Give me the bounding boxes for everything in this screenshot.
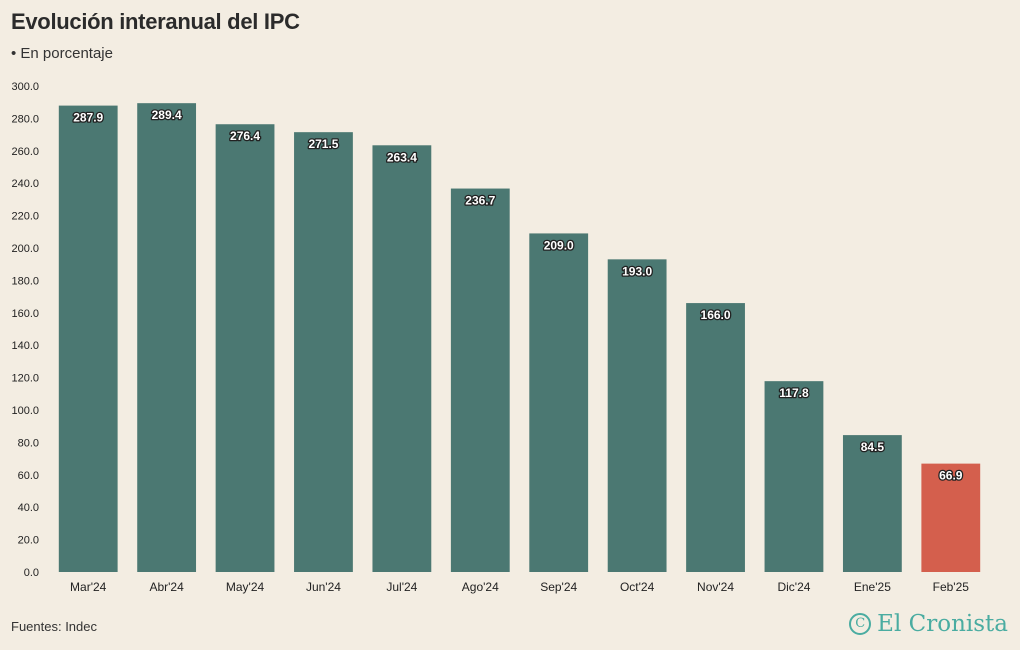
bar <box>764 381 824 572</box>
y-tick-label: 20.0 <box>18 535 39 547</box>
x-tick-label: Ene'25 <box>854 580 891 594</box>
y-tick-label: 280.0 <box>11 113 39 125</box>
x-tick-label: May'24 <box>226 580 265 594</box>
data-label: 276.4 <box>230 129 260 143</box>
y-tick-label: 100.0 <box>11 405 39 417</box>
y-tick-label: 40.0 <box>18 502 39 514</box>
value-labels: 287.9 289.4 276.4 271.5 263.4 236.7 209.0 193.0… <box>72 107 964 484</box>
data-label: 117.8 <box>779 386 809 400</box>
x-axis: Mar'24 Abr'24 May'24 Jun'24 Jul'24 Ago'24 Sep'… <box>70 580 969 594</box>
y-tick-label: 80.0 <box>18 437 39 449</box>
y-axis: 0.0 20.0 40.0 60.0 80.0 100.0 120.0 140.0 160.0 1… <box>11 81 39 579</box>
y-tick-label: 160.0 <box>11 308 39 320</box>
x-tick-label: Oct'24 <box>620 580 655 594</box>
bar <box>58 105 118 573</box>
logo-text: El Cronista <box>877 611 1008 637</box>
x-tick-label: Nov'24 <box>697 580 734 594</box>
bar <box>450 188 510 572</box>
y-tick-label: 300.0 <box>11 81 39 93</box>
data-label: 209.0 <box>544 238 574 252</box>
x-tick-label: Mar'24 <box>70 580 107 594</box>
x-tick-label: Ago'24 <box>462 580 499 594</box>
x-tick-label: Jul'24 <box>386 580 417 594</box>
data-label: 193.0 <box>622 264 652 278</box>
chart-subtitle: • En porcentaje <box>11 45 113 62</box>
x-tick-label: Sep'24 <box>540 580 577 594</box>
bar <box>137 103 197 572</box>
x-tick-label: Feb'25 <box>933 580 970 594</box>
y-tick-label: 60.0 <box>18 470 39 482</box>
copyright-c-icon: C <box>849 613 872 635</box>
data-label: 166.0 <box>701 308 731 322</box>
bar <box>607 259 667 572</box>
chart-title: Evolución interanual del IPC <box>11 9 300 34</box>
data-label: 84.5 <box>861 440 885 454</box>
y-tick-label: 0.0 <box>24 567 39 579</box>
bar <box>294 132 353 573</box>
bar <box>529 233 589 573</box>
data-label: 263.4 <box>387 150 417 164</box>
y-tick-label: 240.0 <box>11 178 39 190</box>
bar-chart: 0.0 20.0 40.0 60.0 80.0 100.0 120.0 140.0 160.0 1… <box>11 81 981 594</box>
x-tick-label: Abr'24 <box>149 580 184 594</box>
y-tick-label: 260.0 <box>11 146 39 158</box>
bar <box>686 303 745 572</box>
y-tick-label: 120.0 <box>11 373 39 385</box>
data-label: 271.5 <box>308 137 338 151</box>
bar <box>215 124 275 573</box>
y-tick-label: 140.0 <box>11 340 39 352</box>
y-tick-label: 200.0 <box>11 243 39 255</box>
bar <box>921 463 981 572</box>
data-label: 66.9 <box>939 469 963 483</box>
y-tick-label: 180.0 <box>11 275 39 287</box>
el-cronista-logo: C El Cronista <box>849 611 1008 637</box>
data-label: 289.4 <box>152 108 182 122</box>
data-label: 287.9 <box>73 111 103 125</box>
source-note: Fuentes: Indec <box>11 619 97 634</box>
bar <box>842 435 902 572</box>
x-tick-label: Dic'24 <box>777 580 810 594</box>
x-tick-label: Jun'24 <box>306 580 341 594</box>
data-label: 236.7 <box>465 194 495 208</box>
bars <box>58 103 981 573</box>
bar <box>372 145 432 573</box>
y-tick-label: 220.0 <box>11 211 39 223</box>
